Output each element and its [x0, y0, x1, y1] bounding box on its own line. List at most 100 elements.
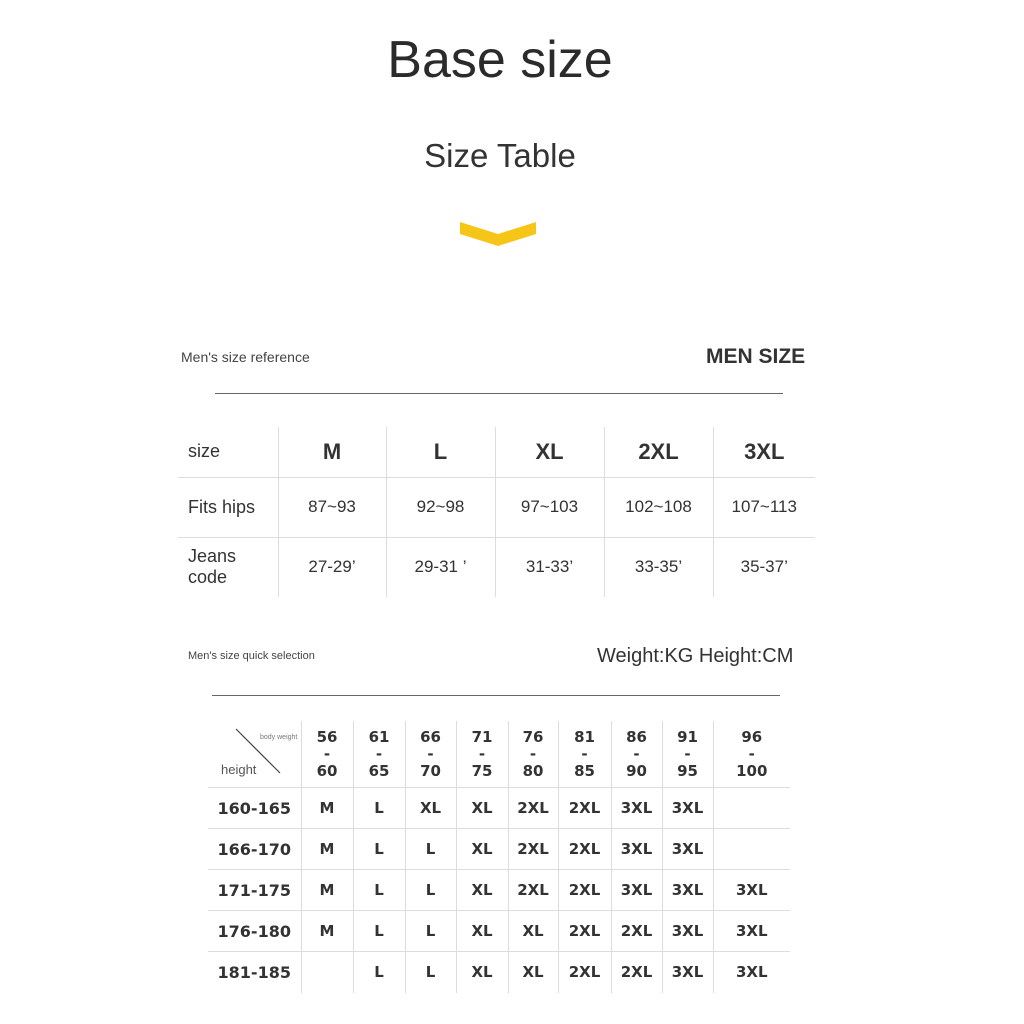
height-cell: 166-170 [208, 828, 301, 870]
table-cell: 3XL [661, 869, 713, 911]
weight-header-cell: 86-90 [610, 721, 662, 788]
table-cell: 2XL [557, 910, 611, 952]
weight-part: 96 [741, 727, 763, 746]
weight-part: - [529, 744, 537, 763]
weight-part: 91 [677, 727, 698, 746]
table-cell: XL [507, 951, 558, 993]
header-cell: M [277, 427, 386, 477]
table-cell: M [300, 869, 353, 911]
table-cell: 31-33’ [494, 536, 604, 597]
weight-part: - [633, 744, 640, 763]
table-cell: XL [507, 910, 558, 952]
table-cell: 87~93 [277, 476, 386, 537]
subtitle: Size Table [424, 137, 576, 174]
page-title: Base size [387, 31, 613, 89]
weight-part: 61 [368, 727, 390, 746]
table-row: 176-180 M L L XL XL 2XL 2XL 3XL 3XL [208, 910, 790, 952]
weight-part: 65 [368, 761, 390, 780]
table-cell: L [352, 910, 405, 952]
table-cell: L [404, 951, 456, 993]
table-cell [300, 951, 353, 993]
corner-top-label: body weight [260, 734, 298, 741]
table-cell: XL [455, 910, 508, 952]
weight-part: 56 [316, 727, 338, 746]
height-cell: 171-175 [208, 869, 301, 911]
weight-part: - [323, 744, 331, 763]
weight-part: 85 [574, 761, 595, 780]
weight-part: 76 [522, 727, 544, 746]
table-cell: 2XL [507, 787, 558, 829]
weight-part: - [581, 744, 588, 763]
table-cell: L [352, 951, 405, 993]
table-cell: M [300, 828, 353, 870]
table-cell: L [404, 910, 456, 952]
table-cell: 2XL [557, 951, 611, 993]
table-cell: 97~103 [494, 476, 604, 537]
table-cell: 2XL [557, 828, 611, 870]
table-header-row: body weight height 56-60 61-65 66-70 71-75 76-… [208, 721, 790, 788]
table-cell: 2XL [610, 910, 662, 952]
divider [215, 393, 783, 394]
table-cell: 3XL [712, 951, 790, 993]
height-cell: 160-165 [208, 787, 301, 829]
weight-part: - [748, 744, 755, 763]
weight-part: 70 [420, 761, 441, 780]
table-cell: XL [455, 828, 508, 870]
weight-part: - [684, 744, 691, 763]
table-row: 160-165 M L XL XL 2XL 2XL 3XL 3XL [208, 787, 790, 829]
table-cell: 102~108 [603, 476, 713, 537]
table-cell: L [404, 869, 456, 911]
quick-selection-table: body weight height 56-60 61-65 66-70 71-75 76-… [208, 721, 790, 993]
table-cell: XL [455, 869, 508, 911]
weight-part: 86 [626, 727, 647, 746]
table-row: 166-170 M L L XL 2XL 2XL 3XL 3XL [208, 828, 790, 870]
corner-cell: body weight height [208, 721, 301, 788]
weight-part: 80 [522, 761, 544, 780]
table-cell: 29-31 ’ [385, 536, 495, 597]
weight-part: 66 [420, 727, 441, 746]
weight-part: - [478, 744, 486, 763]
table-cell: 2XL [557, 869, 611, 911]
weight-part: 95 [677, 761, 698, 780]
height-cell: 176-180 [208, 910, 301, 952]
table-cell: M [300, 910, 353, 952]
table-cell: 3XL [661, 787, 713, 829]
header-cell: size [188, 441, 221, 462]
table-cell [712, 828, 790, 870]
weight-header-cell: 56-60 [300, 721, 353, 788]
table-cell: 3XL [610, 869, 662, 911]
table-row: Fits hips 87~93 92~98 97~103 102~108 107~113 [178, 476, 815, 537]
weight-part: 75 [471, 761, 493, 780]
weight-part: 100 [736, 761, 768, 780]
weight-header-cell: 76-80 [507, 721, 558, 788]
weight-part: 60 [316, 761, 338, 780]
table-cell: L [352, 828, 405, 870]
weight-part: 71 [471, 727, 493, 746]
chevron-down-icon [460, 222, 536, 246]
weight-part: 81 [574, 727, 595, 746]
table-cell: 27-29’ [277, 536, 386, 597]
table-cell: Fits hips [178, 476, 278, 537]
table-row: 171-175 M L L XL 2XL 2XL 3XL 3XL 3XL [208, 869, 790, 911]
weight-part: - [375, 744, 383, 763]
table-cell: XL [455, 787, 508, 829]
table-row: 181-185 L L XL XL 2XL 2XL 3XL 3XL [208, 951, 790, 993]
height-cell: 181-185 [208, 951, 301, 993]
table-cell: 2XL [557, 787, 611, 829]
table-cell [712, 787, 790, 829]
table-cell: 3XL [661, 951, 713, 993]
table-cell: 2XL [507, 869, 558, 911]
table-cell: 3XL [610, 828, 662, 870]
weight-header-cell: 71-75 [455, 721, 508, 788]
table-cell: 3XL [661, 910, 713, 952]
table-cell: 3XL [712, 910, 790, 952]
weight-part: - [427, 744, 434, 763]
table-cell: XL [404, 787, 456, 829]
weight-header-cell: 81-85 [557, 721, 611, 788]
table-cell: 107~113 [712, 476, 815, 537]
divider [212, 695, 780, 696]
table-cell: 3XL [661, 828, 713, 870]
table-cell: 3XL [610, 787, 662, 829]
table-cell: L [352, 787, 405, 829]
table-cell: L [404, 828, 456, 870]
